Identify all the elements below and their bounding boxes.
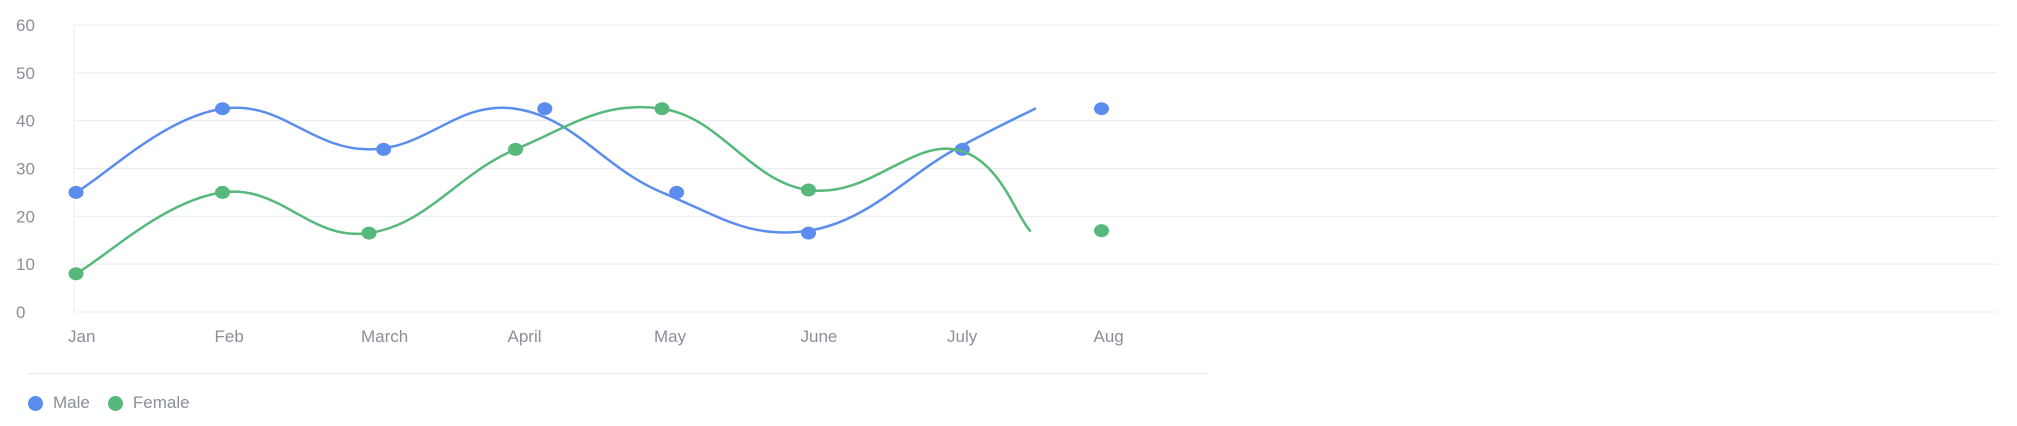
x-tick-label: May (654, 327, 687, 346)
y-tick-label: 20 (16, 207, 35, 226)
legend-label-female: Female (132, 393, 190, 412)
data-point-female (1094, 224, 1109, 238)
data-point-male (801, 226, 816, 240)
data-point-male (68, 185, 84, 199)
series-line-male (74, 106, 1037, 234)
data-point-female (68, 267, 84, 281)
data-point-female (508, 142, 523, 156)
data-point-male (1094, 102, 1109, 116)
legend-item-male[interactable]: Male (28, 393, 90, 413)
legend-label-male: Male (53, 393, 90, 412)
data-point-male (215, 102, 230, 116)
data-point-male (537, 102, 553, 116)
x-tick-label: March (361, 327, 408, 346)
x-tick-label: July (947, 327, 978, 346)
series-line-female (74, 105, 1032, 275)
x-tick-label: Aug (1094, 327, 1124, 346)
y-tick-label: 10 (16, 255, 35, 274)
legend-divider (28, 373, 1208, 374)
data-point-male (376, 142, 392, 156)
x-tick-label: June (801, 327, 838, 346)
legend-item-female[interactable]: Female (107, 393, 190, 413)
data-point-female (215, 185, 230, 199)
y-tick-label: 50 (16, 64, 35, 83)
data-point-female (361, 226, 377, 240)
data-point-female (801, 183, 816, 197)
legend-dot-female (107, 395, 123, 411)
x-tick-label: Jan (68, 327, 95, 346)
data-point-male (669, 185, 685, 199)
y-tick-label: 30 (16, 160, 35, 179)
x-tick-label: April (508, 327, 542, 346)
x-tick-label: Feb (215, 327, 244, 346)
legend: Male Female (28, 393, 190, 413)
data-point-female (654, 102, 670, 116)
legend-dot-male (28, 395, 43, 411)
y-tick-label: 0 (16, 303, 25, 322)
y-tick-label: 60 (16, 16, 35, 35)
y-tick-label: 40 (16, 112, 35, 131)
